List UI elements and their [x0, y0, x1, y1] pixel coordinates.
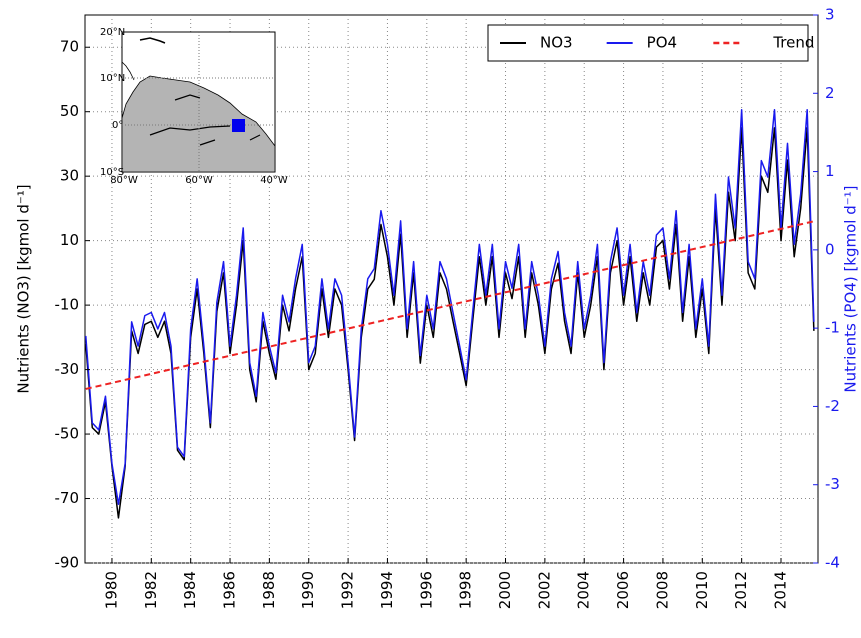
coast	[121, 61, 135, 81]
y2-tick-label: -2	[825, 397, 840, 415]
lon-label: 60°W	[185, 175, 213, 186]
x-tick-label: 2008	[653, 571, 671, 609]
x-tick-label: 1994	[378, 571, 396, 609]
x-tick-label: 1980	[102, 571, 120, 609]
x-tick-label: 1986	[221, 571, 239, 609]
y-tick-label: -50	[55, 425, 80, 443]
x-tick-label: 2002	[535, 571, 553, 609]
series-line	[85, 220, 815, 390]
y-axis-label: Nutrients (NO3) [kgmol d⁻¹]	[15, 184, 33, 393]
x-tick-label: 1998	[457, 571, 475, 609]
lat-label: 10°N	[100, 73, 125, 84]
y-tick-label: 50	[60, 102, 79, 120]
y2-tick-label: -4	[825, 554, 840, 572]
y-tick-label: -70	[55, 489, 80, 507]
lon-label: 80°W	[110, 175, 138, 186]
x-tick-label: 1996	[417, 571, 435, 609]
x-tick-label: 1988	[260, 571, 278, 609]
y-tick-label: 30	[60, 167, 79, 185]
x-tick-label: 1990	[299, 571, 317, 609]
y2-tick-label: -1	[825, 319, 840, 337]
inset-map: 20°N 10°N 0° 10°S 80°W 60°W 40°W	[100, 27, 288, 186]
lat-label: 20°N	[100, 27, 125, 38]
lat-label: 0°	[112, 120, 123, 131]
y-tick-label: -30	[55, 360, 80, 378]
y2-tick-label: 1	[825, 162, 835, 180]
x-tick-label: 1982	[142, 571, 160, 609]
x-tick-label: 2012	[732, 571, 750, 609]
x-tick-label: 2006	[614, 571, 632, 609]
plot-frame	[84, 14, 819, 564]
y2-tick-label: 3	[825, 6, 835, 24]
y2-tick-label: 2	[825, 84, 835, 102]
x-tick-label: 1984	[181, 571, 199, 609]
land	[121, 75, 276, 173]
legend-label: PO4	[647, 34, 677, 52]
x-tick-label: 2000	[496, 571, 514, 609]
x-tick-label: 2010	[693, 571, 711, 609]
legend-label: Trend	[772, 34, 814, 52]
legend-label: NO3	[540, 34, 573, 52]
lat-label: 10°S	[100, 167, 124, 178]
x-tick-label: 1992	[339, 571, 357, 609]
legend-box	[487, 24, 809, 62]
series-line	[85, 127, 815, 519]
plot-area	[85, 15, 818, 564]
river	[149, 94, 261, 146]
y2-tick-label: -3	[825, 475, 840, 493]
lon-label: 40°W	[260, 175, 288, 186]
series-line	[85, 108, 815, 506]
y-tick-label: 70	[60, 38, 79, 56]
y2-axis-label: Nutrients (PO4) [kgmol d⁻¹]	[842, 185, 860, 392]
x-tick-label: 2004	[575, 571, 593, 609]
y-tick-label: 10	[60, 231, 79, 249]
island	[139, 37, 166, 44]
y-tick-label: -90	[55, 554, 80, 572]
site-marker	[232, 119, 245, 132]
y-tick-label: -10	[55, 296, 80, 314]
y2-tick-label: 0	[825, 240, 835, 258]
x-tick-label: 2014	[772, 571, 790, 609]
